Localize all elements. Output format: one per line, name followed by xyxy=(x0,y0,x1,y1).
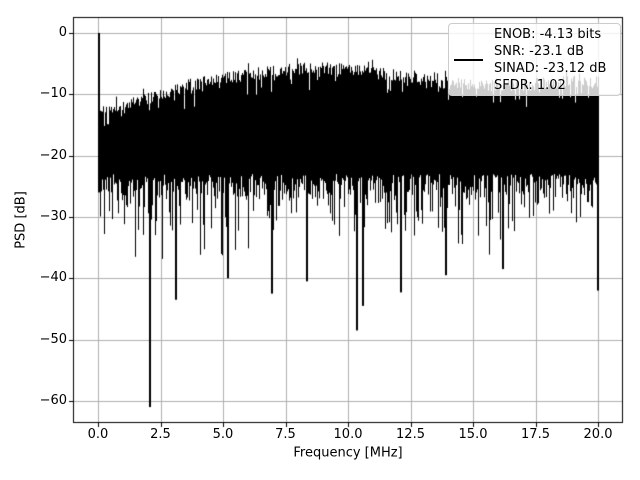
y-axis-label: PSD [dB] xyxy=(13,191,29,249)
legend-line-snr: SNR: -23.1 dB xyxy=(494,43,585,59)
x-axis-label: Frequency [MHz] xyxy=(293,445,403,461)
x-tick-label: 0.0 xyxy=(87,427,109,442)
y-tick-label: −30 xyxy=(39,208,67,224)
y-tick-label: −50 xyxy=(39,331,67,347)
legend: ENOB: -4.13 bits SNR: -23.1 dB SINAD: -2… xyxy=(448,23,621,96)
y-tick-label: −60 xyxy=(39,392,67,408)
legend-line-sinad: SINAD: -23.12 dB xyxy=(494,60,607,76)
y-tick-label: −20 xyxy=(39,147,67,163)
y-tick-label: −10 xyxy=(39,86,67,102)
x-tick-label: 20.0 xyxy=(583,427,613,442)
x-tick-label: 12.5 xyxy=(396,427,425,442)
y-tick-label: 0 xyxy=(58,24,67,40)
x-tick-label: 5.0 xyxy=(212,427,234,442)
legend-text: ENOB: -4.13 bits SNR: -23.1 dB SINAD: -2… xyxy=(494,26,606,94)
x-tick-label: 15.0 xyxy=(458,427,488,442)
legend-line-sfdr: SFDR: 1.02 xyxy=(494,77,566,93)
y-tick-label: −40 xyxy=(39,270,67,286)
legend-line-enob: ENOB: -4.13 bits xyxy=(494,26,602,42)
x-tick-label: 2.5 xyxy=(150,427,171,442)
legend-line-sample xyxy=(454,58,483,61)
x-tick-label: 10.0 xyxy=(333,427,363,442)
x-tick-label: 7.5 xyxy=(275,427,296,442)
x-tick-label: 17.5 xyxy=(521,427,550,442)
